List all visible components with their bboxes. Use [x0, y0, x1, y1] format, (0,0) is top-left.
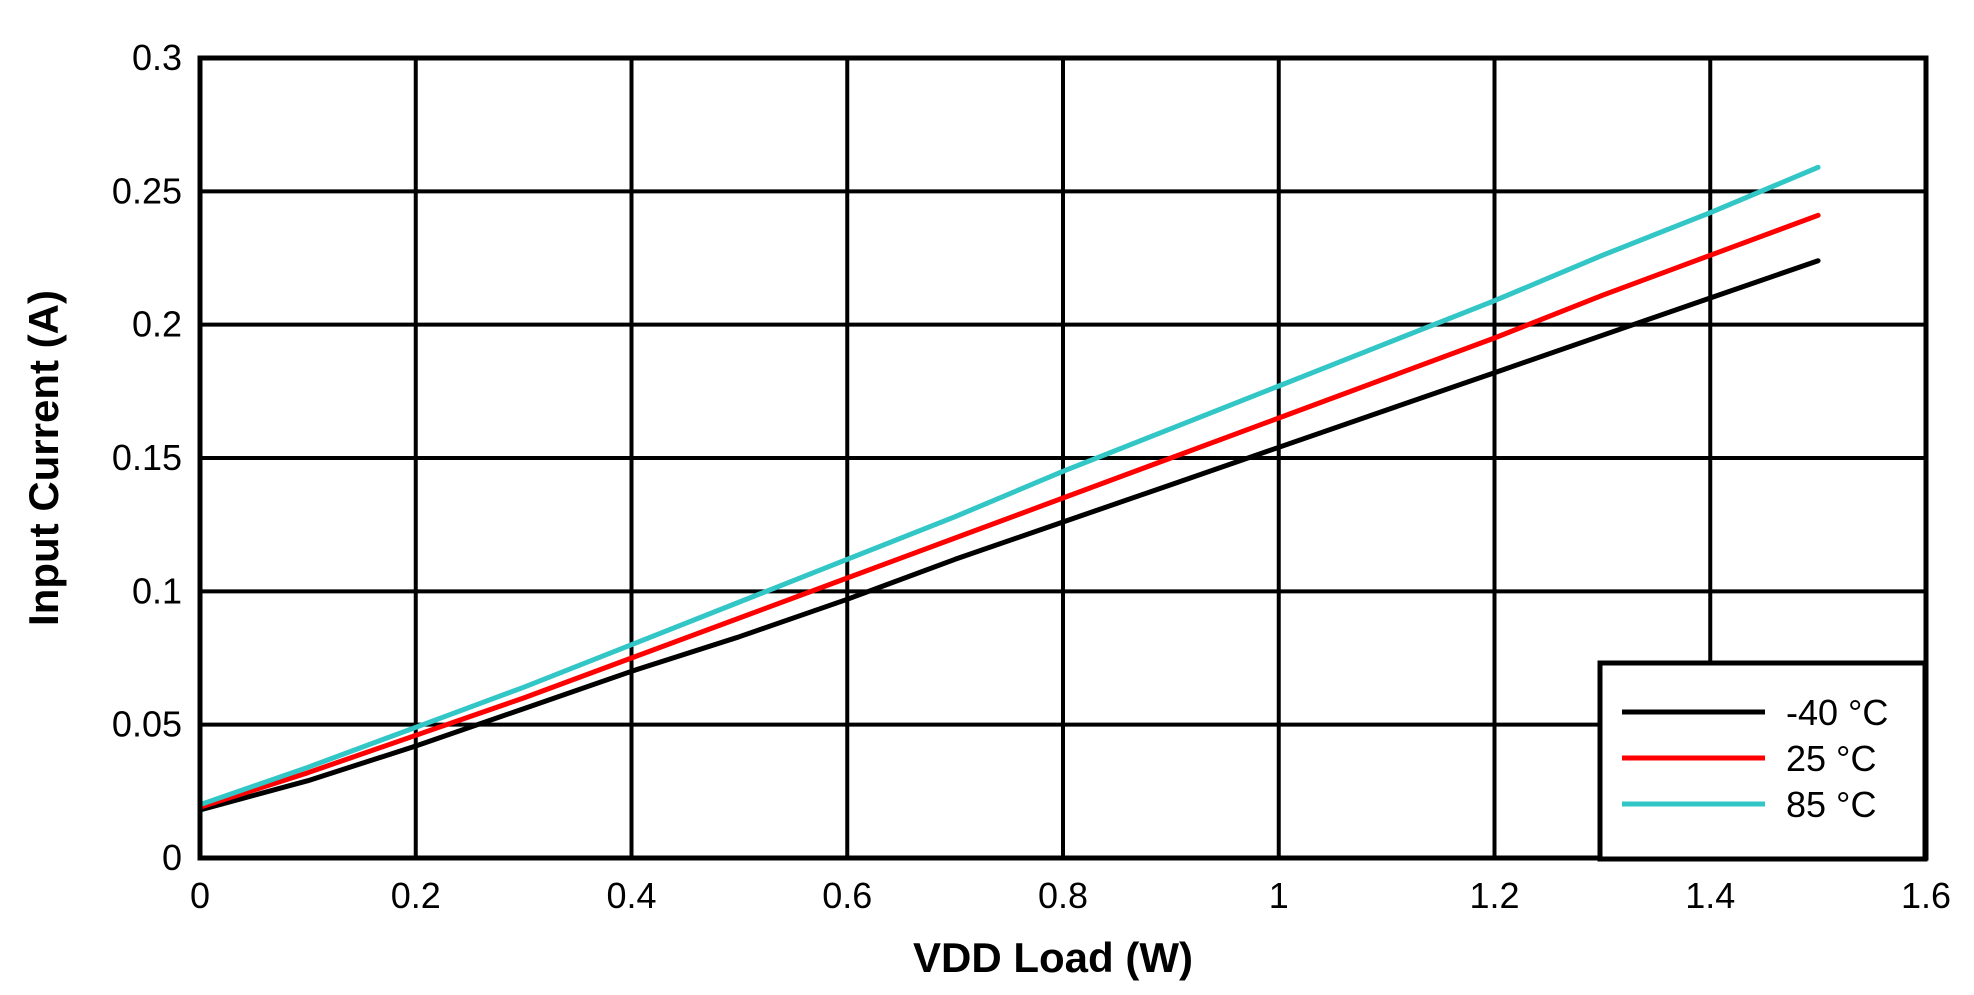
x-tick-label: 0 [190, 875, 210, 916]
x-tick-label: 0.4 [606, 875, 656, 916]
x-tick-label: 1 [1269, 875, 1289, 916]
legend-label: -40 °C [1786, 692, 1888, 733]
x-tick-label: 1.4 [1685, 875, 1735, 916]
series-line [197, 212, 1821, 810]
legend-label: 25 °C [1786, 738, 1876, 779]
legend-label: 85 °C [1786, 784, 1876, 825]
grid-lines [200, 58, 1926, 858]
x-tick-label: 0.6 [822, 875, 872, 916]
y-tick-label: 0.1 [132, 570, 182, 611]
plot-frame [197, 55, 1929, 861]
y-tick-label: 0.25 [112, 170, 182, 211]
x-tick-label: 1.6 [1901, 875, 1951, 916]
x-axis-title: VDD Load (W) [913, 934, 1193, 981]
x-tick-label: 0.8 [1038, 875, 1088, 916]
series-line [197, 164, 1821, 808]
legend: -40 °C 25 °C 85 °C [1597, 660, 1928, 862]
series-lines [197, 164, 1821, 813]
legend-box [1597, 660, 1928, 862]
y-tick-labels: 0 0.05 0.1 0.15 0.2 0.25 0.3 [112, 37, 182, 878]
y-tick-label: 0.15 [112, 437, 182, 478]
y-tick-label: 0.05 [112, 704, 182, 745]
y-axis-title: Input Current (A) [20, 290, 67, 626]
y-tick-label: 0 [162, 837, 182, 878]
y-tick-label: 0.3 [132, 37, 182, 78]
series-line [197, 258, 1821, 813]
x-tick-label: 0.2 [391, 875, 441, 916]
x-tick-label: 1.2 [1469, 875, 1519, 916]
y-tick-label: 0.2 [132, 304, 182, 345]
x-tick-labels: 0 0.2 0.4 0.6 0.8 1 1.2 1.4 1.6 [190, 875, 1951, 916]
